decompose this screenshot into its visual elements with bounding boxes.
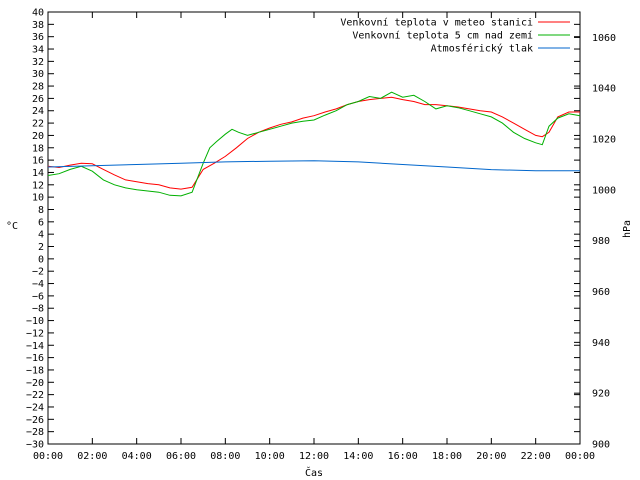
x-tick-label: 00:00 (33, 451, 63, 462)
y-tick-label: 16 (32, 156, 44, 167)
y2-tick-label: 1060 (592, 33, 616, 44)
y-tick-label: 38 (32, 20, 44, 31)
y-tick-label: −16 (26, 353, 44, 364)
y-tick-label: −10 (26, 316, 44, 327)
y-tick-label: 22 (32, 119, 44, 130)
y-tick-label: 24 (32, 106, 44, 117)
y-tick-label: 30 (32, 69, 44, 80)
series-line-2 (47, 91, 581, 197)
y-tick-label: 0 (38, 254, 44, 265)
y2-tick-label: 920 (592, 389, 610, 400)
y2-tick-label: 1000 (592, 185, 616, 196)
series-line-3 (47, 160, 580, 172)
x-axis-label: Čas (305, 466, 323, 479)
x-tick-label: 10:00 (255, 451, 285, 462)
legend: Venkovní teplota v meteo staniciVenkovní… (340, 17, 570, 55)
y-tick-label: −26 (26, 415, 44, 426)
y2-tick-label: 980 (592, 236, 610, 247)
y-tick-label: −20 (26, 378, 44, 389)
x-tick-label: 22:00 (521, 451, 551, 462)
y-tick-label: 36 (32, 32, 44, 43)
x-tick-label: 08:00 (210, 451, 240, 462)
y2-tick-label: 940 (592, 338, 610, 349)
series-layer (47, 91, 581, 197)
y-tick-label: 34 (32, 45, 44, 56)
x-tick-label: 18:00 (432, 451, 462, 462)
y2-tick-label: 1020 (592, 135, 616, 146)
ticks-layer: 4038363432302826242220181614121086420−2−… (26, 8, 616, 463)
y-tick-label: 28 (32, 82, 44, 93)
y-tick-label: 14 (32, 168, 44, 179)
y-tick-label: −28 (26, 427, 44, 438)
y-tick-label: −30 (26, 440, 44, 451)
y-tick-label: 8 (38, 205, 44, 216)
x-tick-label: 16:00 (388, 451, 418, 462)
x-tick-label: 12:00 (299, 451, 329, 462)
y-tick-label: 20 (32, 131, 44, 142)
y-tick-label: 6 (38, 217, 44, 228)
x-tick-label: 20:00 (476, 451, 506, 462)
y-tick-label: 18 (32, 143, 44, 154)
x-tick-label: 14:00 (343, 451, 373, 462)
y-tick-label: 12 (32, 180, 44, 191)
y-tick-label: 32 (32, 57, 44, 68)
y2-axis-label: hPa (622, 220, 633, 238)
y-tick-label: −22 (26, 390, 44, 401)
y-tick-label: −18 (26, 365, 44, 376)
legend-label-2: Venkovní teplota 5 cm nad zemí (352, 30, 533, 42)
y2-tick-label: 1040 (592, 84, 616, 95)
x-tick-label: 06:00 (166, 451, 196, 462)
x-tick-label: 00:00 (565, 451, 595, 462)
y-tick-label: 26 (32, 94, 44, 105)
y-tick-label: −2 (32, 267, 44, 278)
legend-label-3: Atmosférický tlak (431, 43, 533, 55)
x-tick-label: 04:00 (122, 451, 152, 462)
y-tick-label: 10 (32, 193, 44, 204)
y-tick-label: 40 (32, 8, 44, 19)
y-tick-label: −12 (26, 328, 44, 339)
y-tick-label: −6 (32, 291, 44, 302)
y-axis-label: °C (6, 221, 18, 232)
y-tick-label: 4 (38, 230, 44, 241)
legend-label-1: Venkovní teplota v meteo stanici (340, 17, 533, 29)
x-tick-label: 02:00 (77, 451, 107, 462)
y-tick-label: 2 (38, 242, 44, 253)
y-tick-label: −14 (26, 341, 44, 352)
series-line-1 (47, 96, 580, 190)
y-tick-label: −24 (26, 402, 44, 413)
y-tick-label: −8 (32, 304, 44, 315)
y2-tick-label: 900 (592, 440, 610, 451)
y2-tick-label: 960 (592, 287, 610, 298)
y-tick-label: −4 (32, 279, 44, 290)
